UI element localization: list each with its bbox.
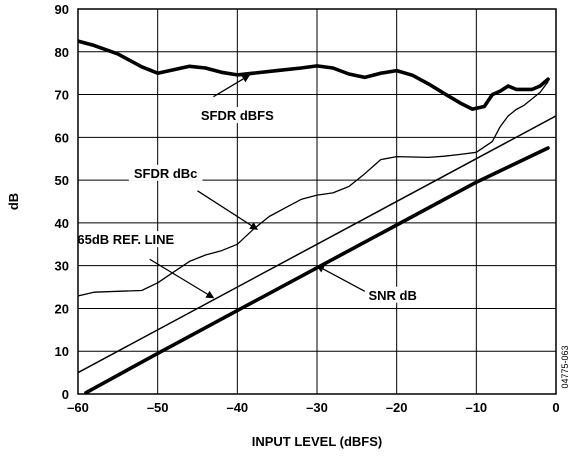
x-tick-label: 0 [552,400,559,415]
y-axis-title: dB [6,193,21,210]
annotation-sfdr-dbc: SFDR dBc [134,166,198,181]
annotation-arrow [213,74,251,98]
annotation-arrow [149,258,215,299]
annotation-backdrop [128,164,203,181]
x-tick-label: –20 [386,400,408,415]
x-tick-label: –40 [226,400,248,415]
y-tick-label: 20 [55,301,69,316]
y-tick-label: 10 [55,344,69,359]
tick-labels: –60 –50 –40 –30 –20 –10 0 0 10 20 30 40 50 60 70 80 90 [55,2,560,415]
plot-frame [77,8,557,395]
annotation-layer: SFDR dBFS SFDR dBc 65dB REF. LINE SNR dB [64,74,422,303]
grid [78,9,556,394]
annotation-backdrop [364,286,422,303]
figure-id-label: 04775-063 [560,345,570,388]
x-tick-label: –50 [147,400,169,415]
x-tick-label: –10 [465,400,487,415]
y-tick-label: 50 [55,173,69,188]
annotation-arrow [316,265,366,292]
annotation-snr-db: SNR dB [368,288,416,303]
y-tick-label: 80 [55,45,69,60]
y-tick-label: 40 [55,216,69,231]
y-tick-label: 90 [55,2,69,17]
series-layer [78,39,556,394]
series-line-sfdr-dbfs [78,39,550,111]
annotation-65db-ref-line: 65dB REF. LINE [77,232,174,247]
y-tick-label: 70 [55,88,69,103]
x-tick-label: –60 [67,400,89,415]
y-tick-label: 60 [55,130,69,145]
x-axis-title: INPUT LEVEL (dBFS) [252,434,382,449]
y-tick-label: 30 [55,259,69,274]
annotation-backdrop [196,107,279,124]
x-tick-label: –30 [306,400,328,415]
annotation-backdrop [64,231,188,248]
series-line-sfdr-dbc [78,81,549,297]
y-tick-label: 0 [62,387,69,402]
annotation-sfdr-dbfs: SFDR dBFS [201,108,274,123]
annotation-arrow [197,190,259,230]
series-line-65db-ref-line [78,115,556,374]
